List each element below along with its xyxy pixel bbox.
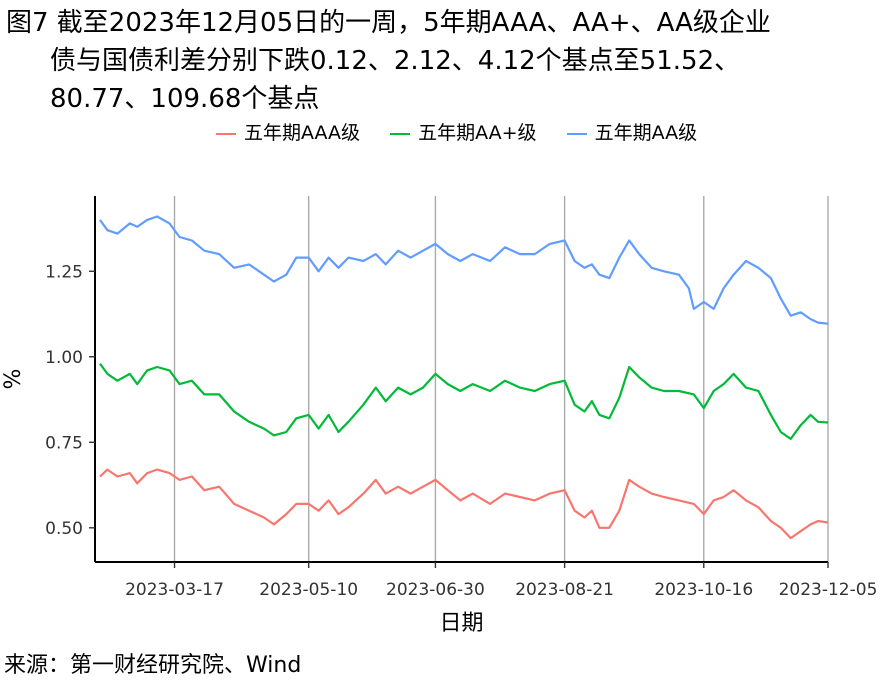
legend-item-aa-plus: 五年期AA+级: [390, 118, 537, 145]
x-tick-label: 2023-12-05: [779, 580, 878, 600]
chart-title: 图7 截至2023年12月05日的一周，5年期AAA、AA+、AA级企业 债与国…: [6, 4, 876, 118]
series-line-aa: [99, 215, 829, 325]
chart-series: [99, 215, 829, 540]
chart-title-line-3: 80.77、109.68个基点: [50, 84, 320, 114]
legend-item-aaa: 五年期AAA级: [216, 118, 360, 145]
x-axis-title: 日期: [439, 611, 483, 636]
series-line-aaa: [99, 468, 829, 540]
legend-swatch-aaa: [216, 132, 236, 135]
y-tick-label: 0.50: [45, 519, 83, 539]
x-tick-label: 2023-08-21: [515, 580, 614, 600]
x-tick-label: 2023-03-17: [125, 580, 224, 600]
source-note: 来源：第一财经研究院、Wind: [4, 653, 302, 678]
chart-legend: 五年期AAA级 五年期AA+级 五年期AA级: [216, 118, 721, 145]
x-tick-label: 2023-10-16: [654, 580, 753, 600]
y-axis-title: %: [1, 369, 26, 390]
chart-title-line-1: 图7 截至2023年12月05日的一周，5年期AAA、AA+、AA级企业: [6, 8, 771, 38]
chart-title-line-2: 债与国债利差分别下跌0.12、2.12、4.12个基点至51.52、: [50, 46, 741, 76]
legend-swatch-aa: [566, 132, 587, 135]
x-tick-label: 2023-05-10: [259, 580, 358, 600]
legend-swatch-aa-plus: [390, 132, 411, 135]
y-tick-label: 0.75: [45, 433, 83, 453]
legend-label-aa-plus: 五年期AA+级: [418, 122, 537, 144]
chart-ticks: 2023-03-17 2023-05-10 2023-06-30 2023-08-21…: [45, 262, 877, 600]
y-tick-label: 1.25: [45, 262, 83, 282]
series-line-aa-plus: [99, 362, 829, 440]
y-tick-label: 1.00: [45, 348, 83, 368]
legend-label-aa: 五年期AA级: [594, 122, 698, 144]
legend-item-aa: 五年期AA级: [566, 118, 698, 145]
chart-axes: [94, 196, 828, 563]
legend-label-aaa: 五年期AAA级: [244, 122, 361, 144]
x-tick-label: 2023-06-30: [386, 580, 485, 600]
